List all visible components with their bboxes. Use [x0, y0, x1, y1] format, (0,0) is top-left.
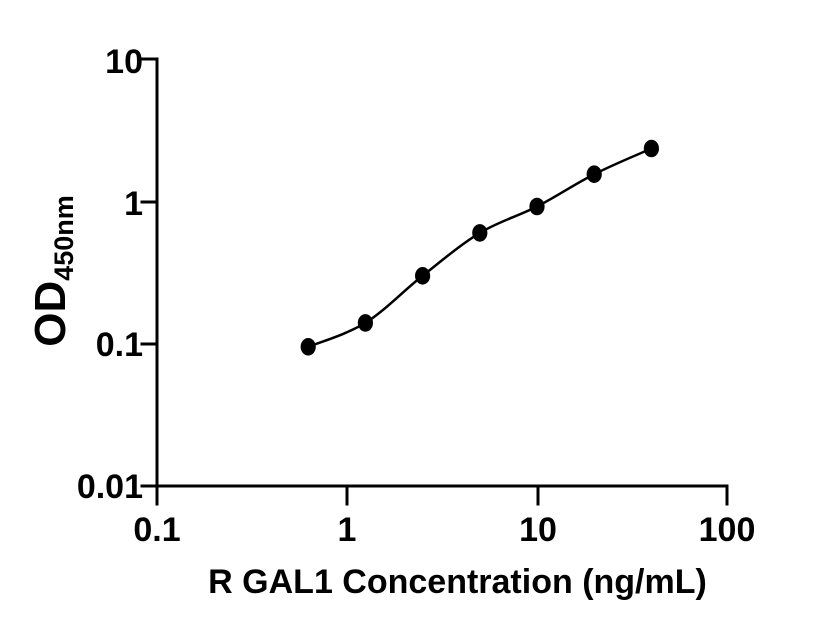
svg-text:1: 1: [124, 185, 143, 223]
svg-text:10: 10: [105, 43, 143, 81]
svg-text:0.1: 0.1: [133, 511, 180, 549]
svg-text:0.01: 0.01: [77, 468, 143, 506]
svg-text:OD450nm: OD450nm: [26, 195, 79, 347]
svg-text:100: 100: [699, 511, 756, 549]
svg-text:10: 10: [519, 511, 557, 549]
svg-text:0.1: 0.1: [96, 326, 143, 364]
svg-text:1: 1: [338, 511, 357, 549]
